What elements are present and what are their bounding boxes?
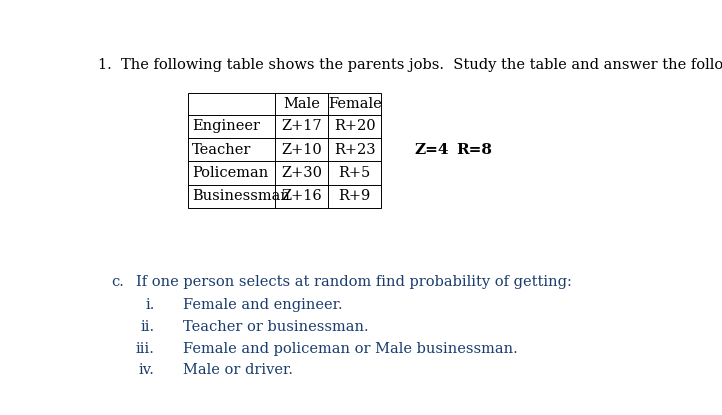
Text: c.: c.	[111, 275, 124, 289]
Text: Teacher or businessman.: Teacher or businessman.	[183, 320, 368, 334]
Text: R=8: R=8	[457, 143, 492, 156]
Text: Engineer: Engineer	[192, 120, 260, 133]
Text: If one person selects at random find probability of getting:: If one person selects at random find pro…	[136, 275, 572, 289]
Text: ii.: ii.	[141, 320, 155, 334]
Text: Z+16: Z+16	[281, 189, 322, 203]
Text: R+20: R+20	[334, 120, 375, 133]
Text: iv.: iv.	[139, 363, 155, 377]
Text: iii.: iii.	[136, 342, 155, 356]
Text: Z+30: Z+30	[281, 166, 322, 180]
Text: Teacher: Teacher	[192, 143, 251, 156]
Text: Female and policeman or Male businessman.: Female and policeman or Male businessman…	[183, 342, 518, 356]
Text: Businessman: Businessman	[192, 189, 290, 203]
Text: Female and engineer.: Female and engineer.	[183, 298, 342, 312]
Text: R+9: R+9	[339, 189, 371, 203]
Text: Z=4: Z=4	[415, 143, 449, 156]
Text: Female: Female	[328, 97, 381, 111]
Text: i.: i.	[145, 298, 155, 312]
Text: Policeman: Policeman	[192, 166, 269, 180]
Text: Male: Male	[283, 97, 320, 111]
Text: R+5: R+5	[339, 166, 371, 180]
Text: Z+17: Z+17	[281, 120, 322, 133]
Text: Z+10: Z+10	[281, 143, 322, 156]
Text: R+23: R+23	[334, 143, 375, 156]
Text: 1.  The following table shows the parents jobs.  Study the table and answer the : 1. The following table shows the parents…	[97, 58, 722, 72]
Text: Male or driver.: Male or driver.	[183, 363, 292, 377]
